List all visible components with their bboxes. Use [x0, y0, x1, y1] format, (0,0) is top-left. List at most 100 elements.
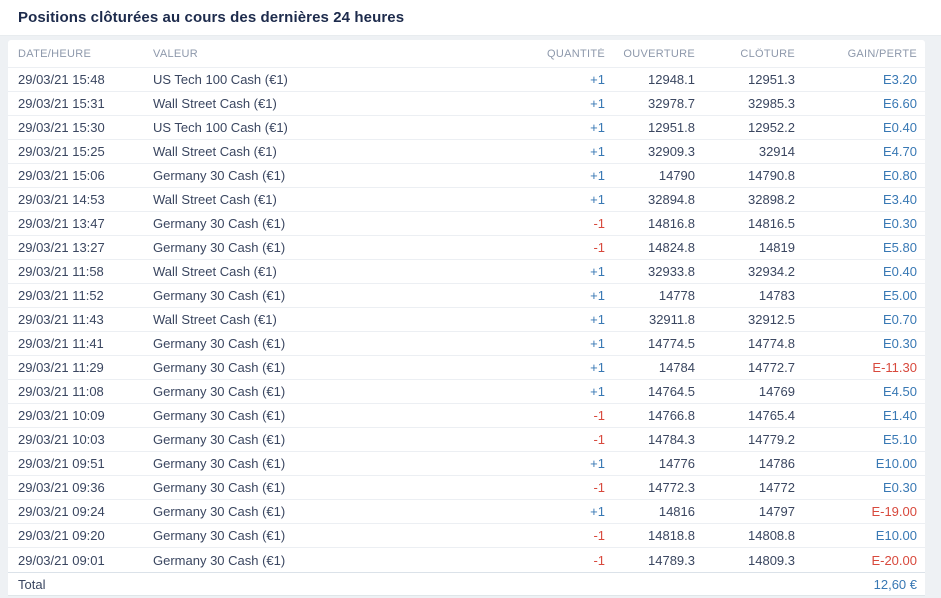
table-row: 29/03/21 10:03 Germany 30 Cash (€1) -1 1478…: [8, 428, 925, 452]
cell-ouverture: 14784.3: [648, 432, 695, 447]
cell-quantite: +1: [590, 384, 605, 399]
table-row: 29/03/21 15:48 US Tech 100 Cash (€1) +1 129…: [8, 68, 925, 92]
total-value: 12,60 €: [873, 576, 917, 592]
cell-quantite: +1: [590, 72, 605, 87]
cell-valeur: Germany 30 Cash (€1): [153, 336, 286, 351]
table-row: 29/03/21 13:27 Germany 30 Cash (€1) -1 1482…: [8, 236, 925, 260]
cell-date-heure: 29/03/21 10:09: [18, 408, 105, 423]
cell-date-heure: 29/03/21 15:31: [18, 96, 105, 111]
cell-gain-perte: E10.00: [875, 456, 917, 471]
cell-ouverture: 32909.3: [648, 144, 695, 159]
cell-quantite: -1: [593, 432, 605, 447]
cell-quantite: -1: [593, 408, 605, 423]
cell-date-heure: 29/03/21 15:06: [18, 168, 105, 183]
cell-cloture: 14772: [758, 480, 795, 495]
cell-cloture: 14809.3: [748, 552, 795, 568]
cell-gain-perte: E-11.30: [872, 360, 917, 375]
cell-quantite: +1: [590, 360, 605, 375]
table-body: 29/03/21 15:48 US Tech 100 Cash (€1) +1 129…: [8, 68, 925, 572]
section-header: Positions clôturées au cours des dernièr…: [0, 0, 941, 36]
cell-date-heure: 29/03/21 11:52: [18, 288, 104, 303]
cell-gain-perte: E3.40: [883, 192, 917, 207]
table-row: 29/03/21 09:24 Germany 30 Cash (€1) +1 1481…: [8, 500, 925, 524]
cell-valeur: US Tech 100 Cash (€1): [153, 120, 288, 135]
cell-cloture: 14786: [758, 456, 795, 471]
cell-valeur: Germany 30 Cash (€1): [153, 528, 286, 543]
cell-valeur: Germany 30 Cash (€1): [153, 408, 286, 423]
cell-ouverture: 12948.1: [648, 72, 695, 87]
cell-ouverture: 14774.5: [648, 336, 695, 351]
cell-valeur: Germany 30 Cash (€1): [153, 168, 286, 183]
cell-quantite: +1: [590, 120, 605, 135]
cell-date-heure: 29/03/21 11:29: [18, 360, 104, 375]
table-row: 29/03/21 14:53 Wall Street Cash (€1) +1 328…: [8, 188, 925, 212]
cell-cloture: 32985.3: [748, 96, 795, 111]
table-row: 29/03/21 15:31 Wall Street Cash (€1) +1 329…: [8, 92, 925, 116]
cell-valeur: Germany 30 Cash (€1): [153, 480, 286, 495]
cell-gain-perte: E5.00: [883, 288, 917, 303]
table-row: 29/03/21 15:30 US Tech 100 Cash (€1) +1 129…: [8, 116, 925, 140]
table-row: 29/03/21 11:29 Germany 30 Cash (€1) +1 1478…: [8, 356, 925, 380]
cell-cloture: 32912.5: [748, 312, 795, 327]
cell-quantite: +1: [590, 168, 605, 183]
cell-gain-perte: E0.40: [883, 264, 917, 279]
cell-date-heure: 29/03/21 11:58: [18, 264, 104, 279]
table-row: 29/03/21 11:41 Germany 30 Cash (€1) +1 1477…: [8, 332, 925, 356]
table-row: 29/03/21 09:20 Germany 30 Cash (€1) -1 1481…: [8, 524, 925, 548]
cell-cloture: 14790.8: [748, 168, 795, 183]
column-header-quantite: QUANTITÉ: [546, 47, 605, 60]
cell-cloture: 32914: [758, 144, 795, 159]
table-row: 29/03/21 09:01 Germany 30 Cash (€1) -1 1478…: [8, 548, 925, 572]
cell-date-heure: 29/03/21 09:51: [18, 456, 105, 471]
cell-ouverture: 14776: [658, 456, 695, 471]
cell-quantite: -1: [593, 552, 605, 568]
cell-date-heure: 29/03/21 10:03: [18, 432, 105, 447]
total-row: Total 12,60 €: [8, 572, 925, 596]
table-row: 29/03/21 11:43 Wall Street Cash (€1) +1 329…: [8, 308, 925, 332]
cell-gain-perte: E3.20: [883, 72, 917, 87]
cell-ouverture: 14772.3: [648, 480, 695, 495]
cell-date-heure: 29/03/21 11:43: [18, 312, 104, 327]
cell-cloture: 32898.2: [748, 192, 795, 207]
cell-valeur: US Tech 100 Cash (€1): [153, 72, 288, 87]
cell-quantite: +1: [590, 96, 605, 111]
cell-ouverture: 32894.8: [648, 192, 695, 207]
cell-quantite: -1: [593, 480, 605, 495]
cell-quantite: +1: [590, 504, 605, 519]
cell-gain-perte: E10.00: [875, 528, 917, 543]
cell-date-heure: 29/03/21 15:48: [18, 72, 105, 87]
cell-date-heure: 29/03/21 11:41: [18, 336, 104, 351]
cell-gain-perte: E1.40: [883, 408, 917, 423]
cell-date-heure: 29/03/21 09:24: [18, 504, 105, 519]
cell-cloture: 14797: [758, 504, 795, 519]
closed-positions-table: DATE/HEURE VALEUR QUANTITÉ OUVERTURE CLÔ…: [8, 40, 925, 596]
cell-valeur: Germany 30 Cash (€1): [153, 456, 286, 471]
cell-cloture: 12952.2: [748, 120, 795, 135]
table-row: 29/03/21 13:47 Germany 30 Cash (€1) -1 1481…: [8, 212, 925, 236]
cell-quantite: +1: [590, 192, 605, 207]
table-row: 29/03/21 11:58 Wall Street Cash (€1) +1 329…: [8, 260, 925, 284]
cell-ouverture: 32978.7: [648, 96, 695, 111]
cell-quantite: +1: [590, 312, 605, 327]
table-row: 29/03/21 09:51 Germany 30 Cash (€1) +1 1477…: [8, 452, 925, 476]
cell-valeur: Wall Street Cash (€1): [153, 264, 277, 279]
cell-quantite: -1: [593, 240, 605, 255]
table-row: 29/03/21 09:36 Germany 30 Cash (€1) -1 1477…: [8, 476, 925, 500]
cell-ouverture: 14816.8: [648, 216, 695, 231]
cell-cloture: 14779.2: [748, 432, 795, 447]
cell-valeur: Wall Street Cash (€1): [153, 96, 277, 111]
cell-quantite: +1: [590, 144, 605, 159]
cell-date-heure: 29/03/21 14:53: [18, 192, 105, 207]
table-row: 29/03/21 15:06 Germany 30 Cash (€1) +1 1479…: [8, 164, 925, 188]
cell-valeur: Wall Street Cash (€1): [153, 192, 277, 207]
cell-ouverture: 14766.8: [648, 408, 695, 423]
cell-valeur: Germany 30 Cash (€1): [153, 552, 286, 568]
cell-ouverture: 12951.8: [648, 120, 695, 135]
cell-gain-perte: E0.40: [883, 120, 917, 135]
cell-ouverture: 14789.3: [648, 552, 695, 568]
column-header-cloture: CLÔTURE: [740, 47, 795, 60]
cell-date-heure: 29/03/21 09:36: [18, 480, 105, 495]
cell-valeur: Germany 30 Cash (€1): [153, 288, 286, 303]
cell-cloture: 14808.8: [748, 528, 795, 543]
cell-gain-perte: E0.80: [883, 168, 917, 183]
